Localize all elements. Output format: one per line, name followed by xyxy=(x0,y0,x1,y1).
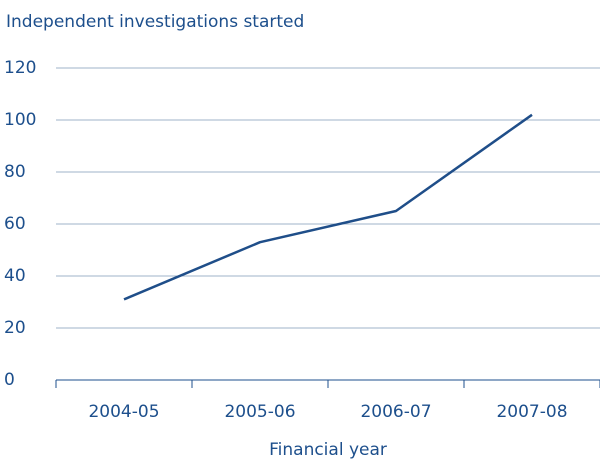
chart-title: Independent investigations started xyxy=(6,12,304,32)
y-tick-label: 20 xyxy=(4,318,26,338)
y-tick-label: 0 xyxy=(4,370,15,390)
y-tick-label: 100 xyxy=(4,110,36,130)
x-axis-label: Financial year xyxy=(269,440,387,460)
y-tick-label: 80 xyxy=(4,162,26,182)
x-tick-label: 2004-05 xyxy=(88,402,159,422)
x-tick-label: 2005-06 xyxy=(224,402,295,422)
y-tick-label: 40 xyxy=(4,266,26,286)
data-line xyxy=(123,113,533,301)
y-tick-label: 60 xyxy=(4,214,26,234)
x-tick-label: 2007-08 xyxy=(496,402,567,422)
y-tick-label: 120 xyxy=(4,58,36,78)
x-tick-label: 2006-07 xyxy=(360,402,431,422)
